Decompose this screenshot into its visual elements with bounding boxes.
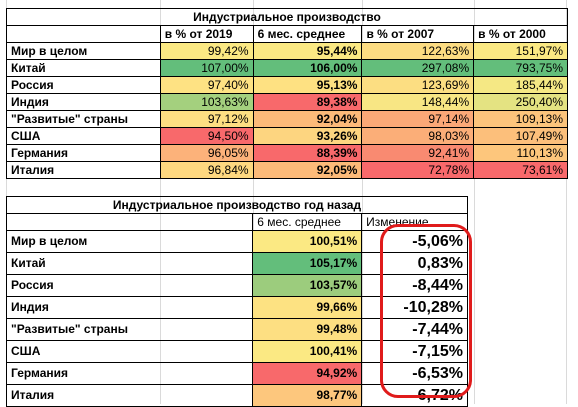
row-label: США [6,127,161,145]
change-cell: 0,83% [361,252,468,275]
table-row: Россия 97,40% 95,13% 123,69% 185,44% [6,76,568,94]
table-row: США 94,50% 93,26% 98,03% 107,49% [6,127,568,145]
value-cell-c4: 151,97% [473,42,568,60]
value-cell-c1: 103,63% [159,93,254,111]
avg-cell: 100,41% [252,340,363,363]
value-cell-c2: 106,00% [252,59,363,77]
value-cell-c1: 107,00% [159,59,254,77]
avg-cell: 100,51% [252,230,363,253]
table1-header-col1: в % от 2019 [159,25,254,43]
table-row: США 100,41% -7,15% [5,340,468,363]
value-cell-c3: 72,78% [361,161,475,179]
value-cell-c3: 92,41% [361,144,475,162]
row-label: Россия [5,274,254,297]
table1-header-col2: 6 мес. среднее [252,25,363,43]
row-label: Мир в целом [5,230,254,253]
table1-header-col3: в % от 2007 [361,25,475,43]
value-cell-c4: 793,75% [473,59,568,77]
value-cell-c1: 96,84% [159,161,254,179]
change-cell: -10,28% [361,296,468,319]
row-label: Китай [6,59,161,77]
table2-header-avg: 6 мес. среднее [252,213,363,231]
value-cell-c4: 110,13% [473,144,568,162]
value-cell-c1: 97,40% [159,76,254,94]
value-cell-c1: 97,12% [159,110,254,128]
value-cell-c3: 297,08% [361,59,475,77]
table1-header-empty [6,25,161,43]
value-cell-c3: 123,69% [361,76,475,94]
avg-cell: 94,92% [252,362,363,385]
avg-cell: 99,48% [252,318,363,341]
value-cell-c1: 94,50% [159,127,254,145]
avg-cell: 103,57% [252,274,363,297]
value-cell-c4: 250,40% [473,93,568,111]
avg-cell: 98,77% [252,384,363,407]
row-label: Индия [5,296,254,319]
table2-title: Индустриальное производство год назад [6,196,468,214]
table-row: "Развитые" страны 97,12% 92,04% 97,14% 109,1… [6,110,568,128]
change-cell: -6,53% [361,362,468,385]
row-label: Италия [5,384,254,407]
row-label: "Развитые" страны [5,318,254,341]
value-cell-c2: 88,39% [252,144,363,162]
row-label: Россия [6,76,161,94]
table-row: Индия 103,63% 89,38% 148,44% 250,40% [6,93,568,111]
value-cell-c3: 122,63% [361,42,475,60]
value-cell-c3: 148,44% [361,93,475,111]
value-cell-c2: 92,05% [252,161,363,179]
table1-title: Индустриальное производство [6,8,568,26]
table-row: Индия 99,66% -10,28% [5,296,468,319]
industrial-production-year-ago-table: Индустриальное производство год назад 6 … [5,196,468,407]
value-cell-c2: 89,38% [252,93,363,111]
row-label: Индия [6,93,161,111]
row-label: Италия [6,161,161,179]
value-cell-c2: 93,26% [252,127,363,145]
value-cell-c3: 97,14% [361,110,475,128]
avg-cell: 105,17% [252,252,363,275]
table-row: Мир в целом 99,42% 95,44% 122,63% 151,97% [6,42,568,60]
table-row: Китай 107,00% 106,00% 297,08% 793,75% [6,59,568,77]
value-cell-c4: 109,13% [473,110,568,128]
table2-header-empty [5,213,253,231]
table-row: Германия 96,05% 88,39% 92,41% 110,13% [6,144,568,162]
row-label: Германия [6,144,161,162]
change-cell: -7,44% [361,318,468,341]
row-label: Мир в целом [6,42,161,60]
value-cell-c1: 99,42% [159,42,254,60]
table1-header-col4: в % от 2000 [473,25,568,43]
value-cell-c4: 73,61% [473,161,568,179]
table-row: "Развитые" страны 99,48% -7,44% [5,318,468,341]
value-cell-c4: 107,49% [473,127,568,145]
value-cell-c1: 96,05% [159,144,254,162]
avg-cell: 99,66% [252,296,363,319]
row-label: "Развитые" страны [6,110,161,128]
value-cell-c4: 185,44% [473,76,568,94]
table-row: Германия 94,92% -6,53% [5,362,468,385]
table-row: Италия 96,84% 92,05% 72,78% 73,61% [6,161,568,179]
change-cell: -7,15% [361,340,468,363]
row-label: США [5,340,254,363]
red-highlight-oval [380,224,472,398]
row-label: Китай [5,252,254,275]
row-label: Германия [5,362,254,385]
value-cell-c2: 95,13% [252,76,363,94]
value-cell-c2: 95,44% [252,42,363,60]
value-cell-c3: 98,03% [361,127,475,145]
value-cell-c2: 92,04% [252,110,363,128]
industrial-production-table: Индустриальное производство в % от 2019 … [6,8,568,179]
